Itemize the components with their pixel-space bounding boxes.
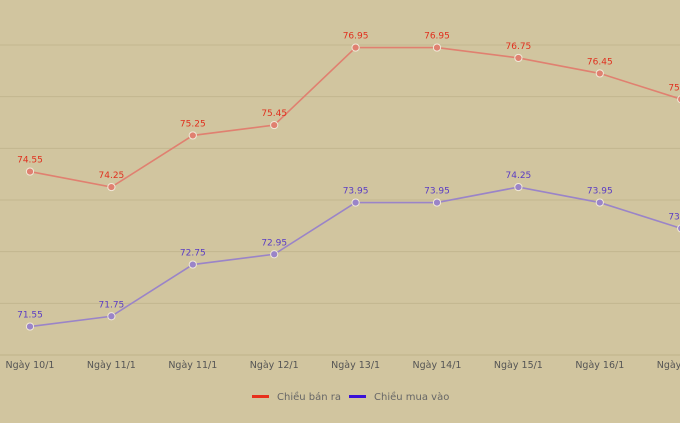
legend: Chiều bán ra Chiều mua vào (252, 391, 449, 403)
data-label: 76.95 (343, 32, 369, 42)
legend-label: Chiều bán ra (277, 391, 341, 403)
x-tick-label: Ngày 11/1 (168, 360, 217, 371)
series-line (29, 186, 680, 328)
data-point[interactable] (514, 182, 523, 192)
grid-lines (0, 44, 680, 356)
series-layer: 74.55 74.25 75.25 75.45 76.95 76.95 76.75 76.45… (17, 32, 680, 331)
data-point[interactable] (514, 53, 523, 63)
data-point[interactable] (25, 167, 35, 176)
data-point[interactable] (677, 95, 680, 104)
x-tick-label: Ngày 16/1 (575, 360, 624, 371)
x-tick-label: Ngày 11/1 (87, 360, 136, 371)
data-label: 74.25 (506, 171, 532, 181)
data-label: 72.75 (180, 249, 206, 259)
legend-item-buy[interactable]: Chiều mua vào (349, 391, 449, 403)
data-point[interactable] (107, 312, 116, 321)
data-label: 75.45 (261, 109, 287, 119)
series-sell: 74.55 74.25 75.25 75.45 76.95 76.95 76.75 76.45… (17, 32, 680, 192)
data-label: 74.55 (17, 156, 43, 166)
data-point[interactable] (351, 43, 360, 52)
data-point[interactable] (351, 198, 360, 207)
data-label: 74.25 (99, 171, 125, 181)
data-point[interactable] (25, 322, 35, 331)
data-label: 73.45 (668, 212, 680, 222)
data-label: 75.25 (180, 119, 206, 129)
data-point[interactable] (270, 250, 279, 259)
x-tick-label: Ngày 17/1 (657, 360, 680, 371)
legend-swatch (252, 395, 269, 398)
series-buy: 71.55 71.75 72.75 72.95 73.95 73.95 74.25 73.95… (17, 171, 680, 331)
data-label: 71.75 (99, 300, 125, 310)
data-label: 76.75 (506, 42, 532, 52)
data-point[interactable] (595, 69, 604, 78)
legend-swatch (349, 395, 366, 398)
series-line (29, 46, 680, 188)
data-point[interactable] (432, 43, 442, 52)
data-label: 75.95 (668, 83, 680, 93)
x-axis-ticks: Ngày 10/1 Ngày 11/1 Ngày 11/1 Ngày 12/1 Ngày… (6, 360, 680, 371)
data-point[interactable] (677, 224, 680, 233)
x-tick-label: Ngày 10/1 (6, 360, 55, 371)
data-point[interactable] (432, 198, 442, 207)
data-point[interactable] (595, 198, 604, 207)
legend-item-sell[interactable]: Chiều bán ra (252, 391, 341, 403)
data-label: 72.95 (261, 238, 287, 248)
data-point[interactable] (188, 131, 197, 140)
x-tick-label: Ngày 14/1 (413, 360, 462, 371)
data-label: 76.95 (424, 32, 450, 42)
data-label: 73.95 (587, 187, 613, 197)
data-label: 73.95 (424, 187, 450, 197)
data-point[interactable] (188, 260, 197, 269)
data-point[interactable] (107, 182, 116, 192)
x-tick-label: Ngày 13/1 (331, 360, 380, 371)
data-point[interactable] (270, 120, 279, 130)
legend-label: Chiều mua vào (374, 391, 449, 403)
data-label: 73.95 (343, 187, 369, 197)
x-tick-label: Ngày 15/1 (494, 360, 543, 371)
x-tick-label: Ngày 12/1 (250, 360, 299, 371)
data-label: 71.55 (17, 311, 43, 321)
data-label: 76.45 (587, 57, 613, 67)
